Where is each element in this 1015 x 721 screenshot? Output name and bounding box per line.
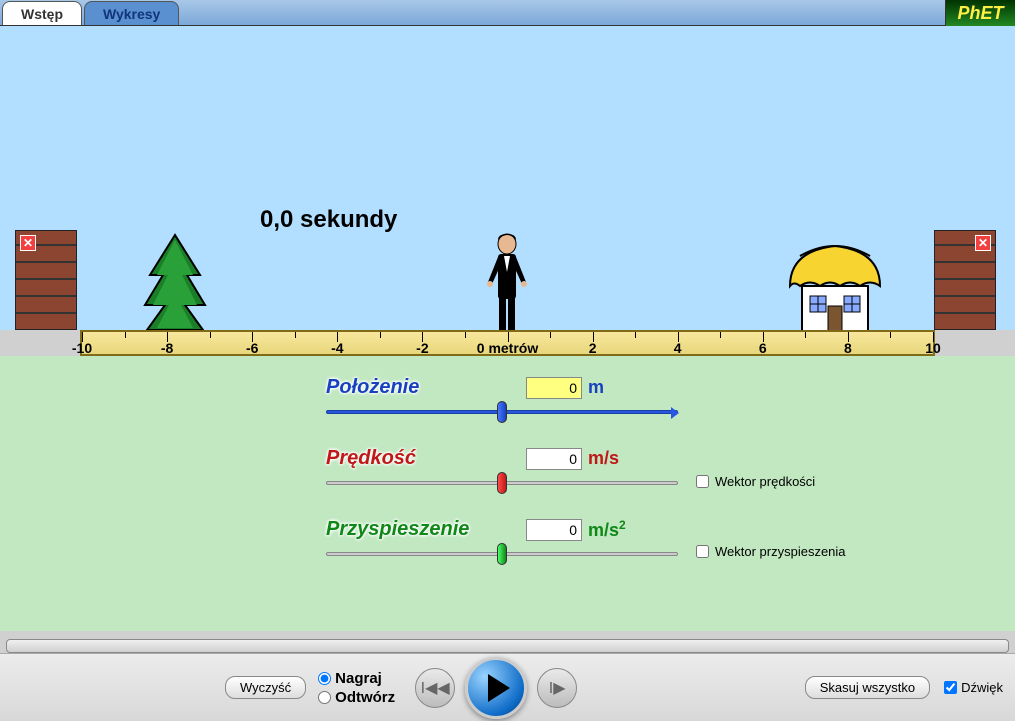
accel-input[interactable] (526, 519, 582, 541)
accel-vector-input[interactable] (696, 545, 709, 558)
accel-control: Przyspieszenie m/s2 Wektor przyspieszeni… (326, 518, 886, 561)
accel-slider-thumb[interactable] (497, 543, 507, 565)
tab-bar: Wstęp Wykresy PhET (0, 0, 1015, 26)
time-readout: 0,0 sekundy (260, 206, 397, 234)
sound-input[interactable] (944, 681, 957, 694)
playback-radio[interactable]: Odtwórz (318, 689, 395, 706)
ruler-label: -2 (416, 340, 428, 356)
velocity-control: Prędkość m/s Wektor prędkości (326, 447, 886, 490)
close-wall-right[interactable]: ✕ (975, 235, 991, 251)
ruler-label: 6 (759, 340, 767, 356)
velocity-vector-checkbox[interactable]: Wektor prędkości (696, 474, 815, 489)
step-back-button[interactable]: I◀◀ (415, 668, 455, 708)
timeline-scrubber[interactable] (6, 639, 1009, 653)
accel-unit: m/s2 (588, 518, 626, 541)
play-button[interactable] (465, 657, 527, 719)
ruler-label: 2 (589, 340, 597, 356)
position-unit: m (588, 377, 604, 398)
position-label: Położenie (326, 376, 526, 399)
velocity-unit: m/s (588, 448, 619, 469)
accel-slider[interactable] (326, 547, 678, 561)
clear-all-button[interactable]: Skasuj wszystko (805, 676, 930, 699)
playback-bar: Wyczyść Nagraj Odtwórz I◀◀ I▶ Skasuj wsz… (0, 653, 1015, 721)
wall-left: ✕ (15, 230, 77, 330)
controls-panel: Położenie m Prędkość m/s (326, 376, 886, 589)
velocity-vector-input[interactable] (696, 475, 709, 488)
velocity-slider[interactable] (326, 476, 678, 490)
ruler-label: -8 (161, 340, 173, 356)
ruler-center-label: 0 metrów (477, 340, 538, 356)
ruler-label: 10 (925, 340, 941, 356)
ruler-label: -6 (246, 340, 258, 356)
wall-right: ✕ (934, 230, 996, 330)
accel-label: Przyspieszenie (326, 518, 526, 541)
clear-button[interactable]: Wyczyść (225, 676, 306, 699)
position-control: Położenie m (326, 376, 886, 419)
position-input[interactable] (526, 377, 582, 399)
accel-vector-checkbox[interactable]: Wektor przyspieszenia (696, 544, 846, 559)
sound-label: Dźwięk (961, 680, 1003, 695)
mode-radio-group: Nagraj Odtwórz (318, 670, 395, 706)
velocity-vector-label: Wektor prędkości (715, 474, 815, 489)
tab-intro[interactable]: Wstęp (2, 1, 82, 25)
step-forward-button[interactable]: I▶ (537, 668, 577, 708)
ruler-label: -4 (331, 340, 343, 356)
close-wall-left[interactable]: ✕ (20, 235, 36, 251)
velocity-slider-thumb[interactable] (497, 472, 507, 494)
ruler-label: 4 (674, 340, 682, 356)
accel-vector-label: Wektor przyspieszenia (715, 544, 846, 559)
ruler-label: -10 (72, 340, 92, 356)
position-slider[interactable] (326, 405, 678, 419)
tab-charts[interactable]: Wykresy (84, 1, 179, 25)
ruler: 0 metrów -10-8-6-4-2246810 (80, 330, 935, 356)
ruler-label: 8 (844, 340, 852, 356)
sound-checkbox[interactable]: Dźwięk (944, 680, 1003, 695)
simulation-area: ✕ ✕ (0, 26, 1015, 631)
velocity-label: Prędkość (326, 447, 526, 470)
position-slider-thumb[interactable] (497, 401, 507, 423)
record-radio[interactable]: Nagraj (318, 670, 395, 687)
velocity-input[interactable] (526, 448, 582, 470)
phet-logo[interactable]: PhET (945, 0, 1015, 26)
